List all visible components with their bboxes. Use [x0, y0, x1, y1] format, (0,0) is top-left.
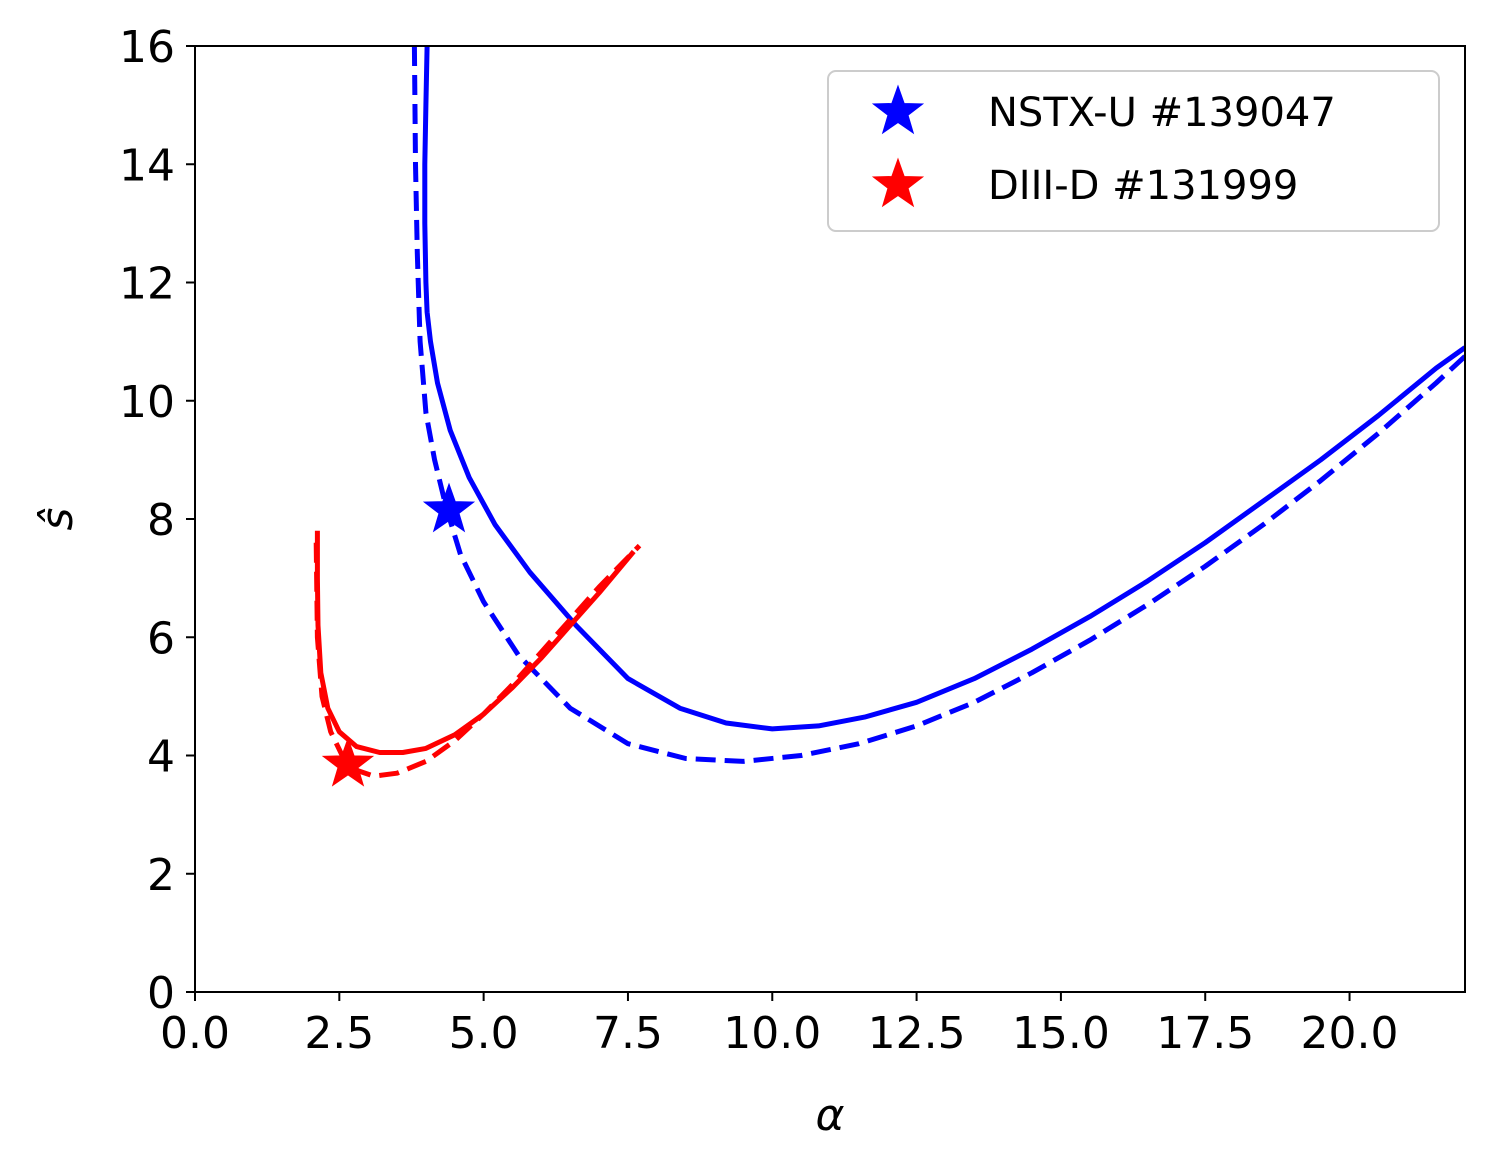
y-axis: 0 2 4 6 8 10 12 14 16: [119, 22, 195, 1019]
legend-star-icon: [871, 157, 925, 208]
y-tick-label: 8: [147, 495, 175, 546]
legend-label: NSTX-U #139047: [988, 90, 1336, 136]
y-tick-label: 2: [147, 850, 175, 901]
star-marker-2: [321, 736, 375, 787]
x-tick-label: 2.5: [304, 1008, 374, 1059]
series-line-3-solid: [314, 530, 636, 755]
x-tick-label: 10.0: [723, 1008, 821, 1059]
series-line-2-dashed: [411, 46, 1465, 764]
series-line-4-dashed: [313, 542, 642, 779]
x-tick-label: 0.0: [160, 1008, 230, 1059]
y-tick-label: 10: [119, 377, 175, 428]
legend: NSTX-U #139047 DIII-D #131999: [827, 70, 1440, 232]
y-tick-label: 4: [147, 732, 175, 783]
y-tick-label: 6: [147, 613, 175, 664]
x-tick-label: 20.0: [1301, 1008, 1399, 1059]
marker-layer: [321, 482, 476, 787]
legend-star-icon: [871, 84, 925, 135]
x-tick-label: 12.5: [868, 1008, 966, 1059]
y-tick-label: 14: [119, 140, 175, 191]
legend-box: [827, 70, 1440, 232]
x-tick-label: 15.0: [1012, 1008, 1110, 1059]
y-tick-label: 16: [119, 22, 175, 73]
legend-label: DIII-D #131999: [988, 163, 1298, 209]
x-tick-label: 17.5: [1156, 1008, 1254, 1059]
star-marker-1: [422, 482, 476, 533]
series-layer: [313, 46, 1465, 779]
x-tick-label: 5.0: [449, 1008, 519, 1059]
x-axis-label: α: [815, 1090, 844, 1141]
x-tick-label: 7.5: [593, 1008, 663, 1059]
y-tick-label: 0: [147, 968, 175, 1019]
x-axis: 0.0 2.5 5.0 7.5 10.0 12.5 15.0 17.5 20.0: [160, 992, 1399, 1059]
series-line-1-solid: [422, 46, 1465, 732]
y-axis-label: ŝ: [32, 508, 83, 531]
y-tick-label: 12: [119, 259, 175, 310]
